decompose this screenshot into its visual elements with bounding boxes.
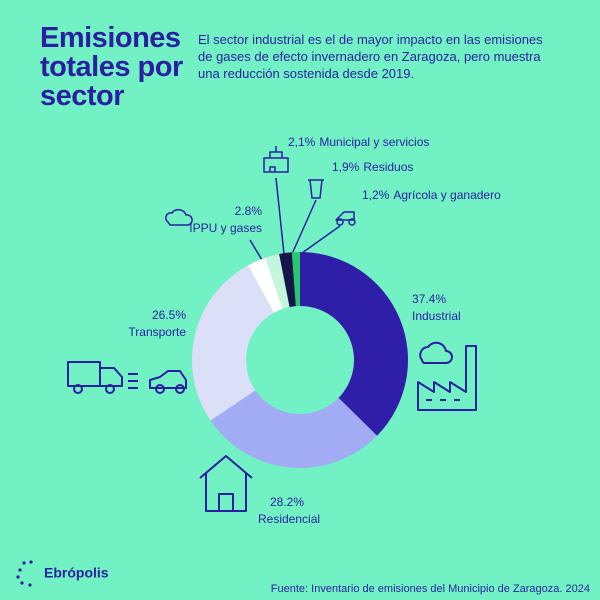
slice-label: 1,9% Residuos xyxy=(332,160,413,174)
donut-slice xyxy=(191,265,275,421)
category-label: Municipal y servicios xyxy=(319,135,429,149)
donut-slice xyxy=(300,252,409,436)
value-label: 37.4% xyxy=(412,292,446,306)
donut-slice xyxy=(210,390,378,469)
logo-mark xyxy=(16,560,33,587)
donut-slice xyxy=(279,252,296,308)
value-label: 1,9% xyxy=(332,160,360,174)
subtitle: El sector industrial es el de mayor impa… xyxy=(198,32,543,81)
value-label: 1,2% xyxy=(362,188,390,202)
truck-icon xyxy=(67,361,138,394)
donut-slice xyxy=(248,257,283,313)
factory-icon xyxy=(417,341,477,411)
value-label: 2.8% xyxy=(235,204,263,218)
value-label: 26.5% xyxy=(152,308,186,322)
source: Fuente: Inventario de emisiones del Muni… xyxy=(271,583,590,595)
value-label: 28.2% xyxy=(270,495,304,509)
house-icon xyxy=(199,455,253,512)
category-label: Industrial xyxy=(412,309,461,323)
category-label: Agrícola y ganadero xyxy=(393,188,501,202)
leader-lines xyxy=(249,177,341,261)
donut-slice xyxy=(265,254,290,309)
category-label: Residencial xyxy=(258,512,320,526)
slice-label: 2,1% Municipal y servicios xyxy=(288,135,429,149)
car-icon xyxy=(149,370,187,394)
category-label: IPPU y gases xyxy=(189,221,262,235)
category-label: Residuos xyxy=(363,160,413,174)
logo: Ebrópolis xyxy=(44,565,109,581)
donut-slice xyxy=(291,252,300,307)
chart-title: Emisiones totales por sector xyxy=(40,22,183,112)
slice-label: 1,2% Agrícola y ganadero xyxy=(362,188,501,202)
small-icons xyxy=(165,146,356,226)
value-label: 2,1% xyxy=(288,135,316,149)
category-label: Transporte xyxy=(128,325,186,339)
